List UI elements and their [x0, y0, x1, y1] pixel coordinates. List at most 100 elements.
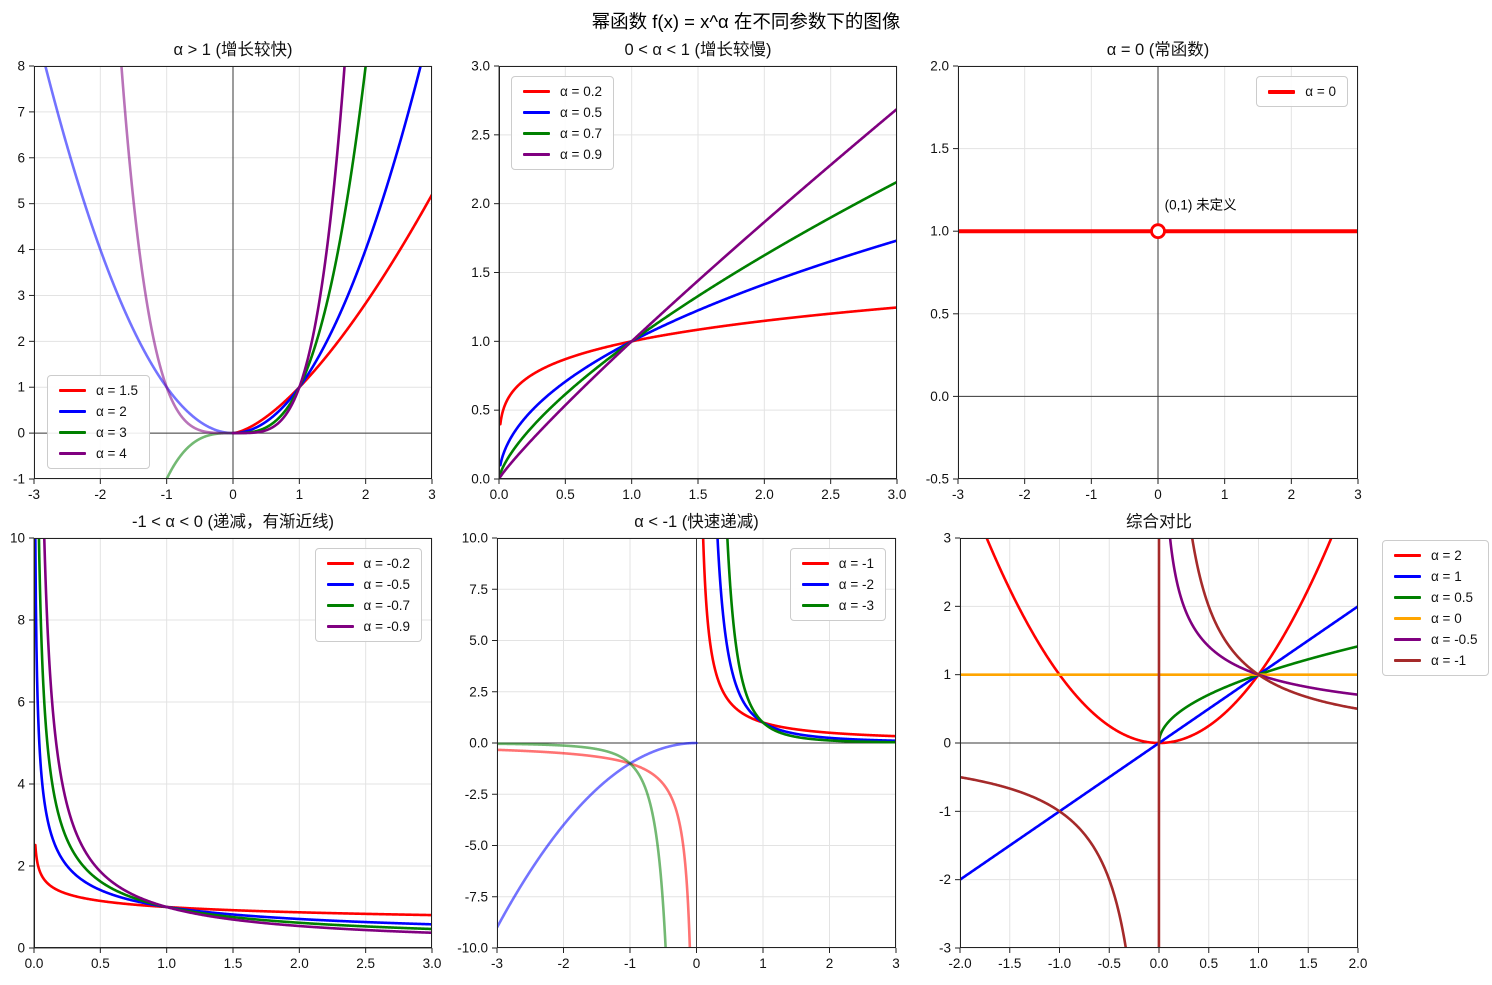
- legend-item: α = 1: [1394, 569, 1477, 584]
- series-curve: [499, 107, 897, 479]
- x-tick-label: 0: [693, 956, 701, 971]
- legend-label: α = 3: [96, 425, 127, 440]
- legend-swatch: [801, 583, 829, 586]
- x-tick-label: 0.0: [25, 956, 44, 971]
- plot-area: 0.0 0.5 1.0 1.5 2.0 2.5 3.0 0.0 0.5 1.0 1.5 2.0 2.5 3…: [471, 59, 906, 503]
- series-curve: [499, 180, 897, 475]
- series-curves: [497, 538, 896, 948]
- y-tick-label: 7.5: [469, 582, 488, 597]
- legend-item: α = -0.5: [1394, 632, 1477, 647]
- y-tick-label: 4: [17, 777, 25, 792]
- y-tick-label: -2: [939, 872, 951, 887]
- y-tick-label: 0.0: [471, 472, 490, 487]
- legend-label: α = 0.9: [560, 147, 602, 162]
- series-curve: [231, 66, 346, 435]
- x-tick-label: 2.5: [356, 956, 375, 971]
- y-tick-label: 0.5: [471, 403, 490, 418]
- series-curve: [34, 843, 432, 917]
- legend-swatch: [59, 431, 86, 434]
- x-tick-label: 1.5: [224, 956, 243, 971]
- legend-item: α = 1.5: [59, 383, 138, 398]
- series-curves: [499, 107, 897, 479]
- x-tick-label: 2: [362, 487, 370, 502]
- legend-label: α = 0.2: [560, 84, 602, 99]
- legend-label: α = 2: [96, 404, 127, 419]
- y-tick-label: 8: [17, 613, 25, 628]
- legend-label: α = -3: [838, 598, 874, 613]
- legend-label: α = 0.7: [560, 126, 602, 141]
- x-tick-label: 1.5: [689, 487, 708, 502]
- series-curve: [499, 306, 897, 426]
- legend-item: α = 2: [1394, 548, 1477, 563]
- plot-area: (0,1) 未定义 -3 -2 -1 0 1 2 3 -0.5 0.0 0.5 1.0 1.5 2.0: [926, 59, 1362, 503]
- y-tick-label: -1: [13, 472, 25, 487]
- x-tick-label: 2.0: [755, 487, 774, 502]
- legend-swatch: [59, 452, 86, 455]
- y-tick-label: -3: [939, 941, 951, 956]
- subplot-alpha-between-0-and-1: 0 < α < 1 (增长较慢) 0.0 0.5 1.0 1.5 2.0 2.5 3.0 0.…: [471, 41, 906, 503]
- legend: α = 1.5 α = 2 α = 3 α = 4: [47, 375, 150, 469]
- series-curve: [499, 239, 897, 467]
- series-curve: [231, 66, 422, 435]
- y-tick-label: 2.0: [471, 196, 490, 211]
- plot-area: 0.0 0.5 1.0 1.5 2.0 2.5 3.0 0 2 4 6 8 10: [10, 531, 441, 972]
- x-tick-label: -2.0: [948, 956, 971, 971]
- x-tick-label: -1: [1085, 487, 1097, 502]
- axis-ticks: -3 -2 -1 0 1 2 3 -1 0 1 2 3 4 5 6 7 8: [13, 59, 436, 503]
- x-tick-label: 1.0: [1249, 956, 1268, 971]
- legend-label: α = 2: [1431, 548, 1462, 563]
- subplot-title: 综合对比: [1126, 513, 1192, 531]
- series-curve: [497, 748, 692, 948]
- x-tick-label: 3.0: [888, 487, 907, 502]
- axis-ticks: 0.0 0.5 1.0 1.5 2.0 2.5 3.0 0.0 0.5 1.0 1.5 2.0 2.5 3…: [471, 59, 906, 503]
- y-tick-label: 3: [943, 531, 951, 546]
- legend-item: α = 0: [1268, 84, 1336, 99]
- legend-label: α = -1: [1431, 653, 1467, 668]
- legend-swatch: [59, 410, 86, 413]
- series-curve: [726, 538, 896, 744]
- x-tick-label: 2.0: [1349, 956, 1368, 971]
- x-tick-label: -1.0: [1048, 956, 1071, 971]
- figure-title: 幂函数 f(x) = x^α 在不同参数下的图像: [591, 11, 901, 32]
- subplot-title: 0 < α < 1 (增长较慢): [624, 41, 772, 59]
- plot-border: [960, 538, 1358, 948]
- y-tick-label: 2.5: [471, 127, 490, 142]
- legend-item: α = -1: [801, 556, 874, 571]
- x-tick-label: 0: [229, 487, 237, 502]
- legend-swatch: [1394, 575, 1421, 578]
- legend: α = -0.2 α = -0.5 α = -0.7 α = -0.9: [314, 548, 422, 642]
- series-curve: [231, 193, 432, 435]
- annotation-text: (0,1) 未定义: [1165, 198, 1237, 213]
- series-curve: [34, 538, 432, 926]
- y-tick-label: 10.0: [462, 531, 488, 546]
- y-tick-label: 2.5: [469, 684, 488, 699]
- y-tick-label: 3.0: [471, 59, 490, 74]
- series-curve: [165, 431, 235, 479]
- plot-border: [497, 538, 896, 948]
- x-tick-label: -3: [28, 487, 40, 502]
- y-tick-label: 6: [17, 150, 25, 165]
- x-tick-label: -1.5: [998, 956, 1021, 971]
- y-tick-label: 0: [17, 426, 25, 441]
- y-tick-label: 3: [17, 288, 25, 303]
- y-tick-label: 2: [17, 334, 25, 349]
- subplot-title: α = 0 (常函数): [1106, 41, 1210, 59]
- y-tick-label: -7.5: [465, 889, 488, 904]
- legend-label: α = -0.7: [363, 598, 410, 613]
- y-tick-label: 1.5: [471, 265, 490, 280]
- x-tick-label: 2: [1288, 487, 1296, 502]
- plot-border: [34, 66, 432, 479]
- legend-item: α = 0.5: [523, 105, 602, 120]
- series-curve: [716, 538, 896, 743]
- x-tick-label: 1: [759, 956, 767, 971]
- y-tick-label: 0.0: [930, 389, 949, 404]
- y-tick-label: 1.0: [471, 334, 490, 349]
- plot-area: -3 -2 -1 0 1 2 3 -10.0 -7.5 -5.0 -2.5 0.0 2.5 5.0 7.5 1…: [457, 531, 900, 972]
- legend-item: α = 3: [59, 425, 138, 440]
- x-tick-label: 1.0: [622, 487, 641, 502]
- subplot-title: -1 < α < 0 (递减，有渐近线): [131, 513, 335, 531]
- legend-label: α = 0: [1431, 611, 1462, 626]
- legend-item: α = 0.5: [1394, 590, 1477, 605]
- x-tick-label: -3: [491, 956, 503, 971]
